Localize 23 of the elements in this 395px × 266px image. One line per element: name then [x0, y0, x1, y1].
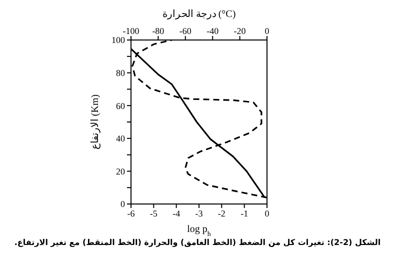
y-tick-label: 20	[116, 166, 126, 176]
x-axis-title: log p$_{h}$	[187, 224, 212, 238]
x-tick-label: -3	[195, 208, 204, 218]
x2-tick-label: -20	[234, 26, 246, 36]
x2-tick-label: -60	[179, 26, 192, 36]
x2-tick-label: -100	[122, 26, 140, 36]
y-axis-title: الارتفاع (Km)	[90, 94, 101, 150]
y-tick-label: 100	[112, 35, 126, 46]
x2-axis-title: درجة الحرارة (°C)	[162, 9, 236, 20]
x-tick-label: -4	[172, 208, 181, 218]
x2-tick-label: -40	[206, 26, 220, 36]
y-tick-label: 40	[116, 134, 126, 144]
x-tick-label: -2	[218, 208, 226, 218]
y-tick-label: 0	[120, 199, 126, 210]
y-tick-label: 80	[116, 68, 126, 78]
x-tick-label: -6	[127, 208, 136, 218]
text: الشكل (2-2): تغيرات كل من الضغط (الخط الغامق) والحرارة (الخط المنقط) مع تغير الارتفاع.	[13, 238, 382, 247]
y-tick-label: 60	[116, 100, 126, 111]
x-tick-label: -5	[150, 208, 158, 218]
x-tick-label: -1	[240, 208, 248, 218]
x2-tick-label: 0	[264, 26, 270, 36]
x2-tick-label: -80	[152, 26, 165, 36]
x-tick-label: 0	[264, 208, 270, 218]
